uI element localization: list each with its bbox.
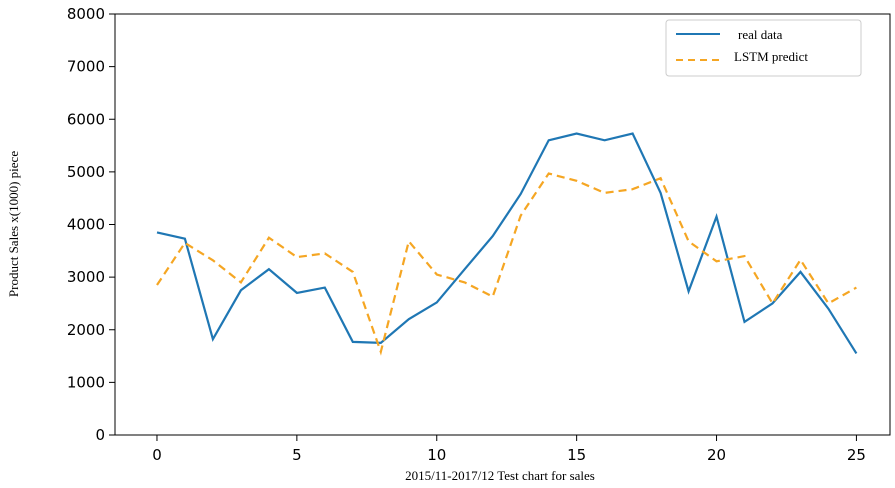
legend-lstm-predict-label: LSTM predict [734, 49, 808, 64]
y-tick-label: 1000 [67, 373, 105, 391]
x-tick-label: 10 [427, 446, 446, 464]
x-axis: 0 5 10 15 20 25 [152, 435, 866, 464]
y-tick-label: 4000 [67, 216, 105, 234]
series-line-lstm-predict [156, 172, 857, 356]
y-tick-label: 7000 [67, 58, 105, 76]
plot-frame [114, 13, 891, 436]
legend: real data LSTM predict [665, 19, 862, 77]
y-tick-label: 3000 [67, 268, 105, 286]
series-line-real-data [156, 132, 858, 354]
y-tick-label: 2000 [67, 321, 105, 339]
series-layer [156, 132, 858, 356]
y-tick-label: 6000 [67, 110, 105, 128]
x-tick-label: 20 [707, 446, 726, 464]
y-tick-label: 0 [95, 426, 105, 444]
x-tick-label: 15 [567, 446, 586, 464]
x-tick-label: 25 [847, 446, 866, 464]
y-tick-label: 5000 [67, 163, 105, 181]
legend-real-data-label: real data [738, 27, 783, 42]
x-tick-label: 5 [292, 446, 302, 464]
y-tick-label: 8000 [67, 5, 105, 23]
x-tick-label: 0 [152, 446, 162, 464]
y-axis-label: Product Sales x(1000) piece [6, 151, 21, 297]
x-axis-label: 2015/11-2017/12 Test chart for sales [405, 468, 595, 483]
y-axis: 0 1000 2000 3000 4000 5000 6000 7000 8000 [67, 5, 115, 444]
